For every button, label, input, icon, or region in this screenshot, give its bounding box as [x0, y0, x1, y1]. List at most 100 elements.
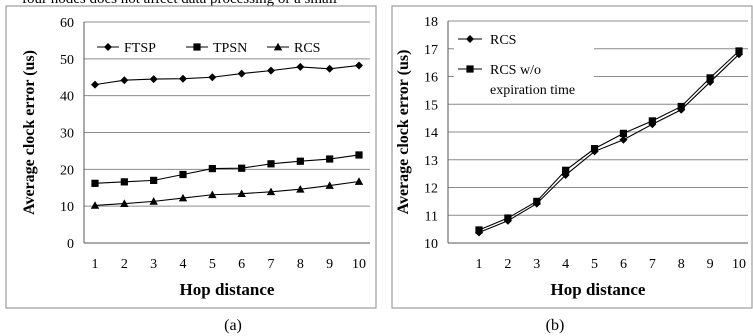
x-tick-label: 6	[238, 257, 245, 272]
panel-label: (a)	[224, 317, 242, 334]
data-point	[562, 166, 570, 174]
data-point	[619, 135, 628, 144]
y-tick-label: 0	[67, 237, 74, 252]
series-rcs-w-o-expiration-time	[475, 47, 743, 234]
x-tick-label: 8	[678, 257, 685, 272]
series-line	[94, 154, 360, 184]
data-point	[706, 74, 714, 82]
data-point	[266, 187, 276, 196]
x-axis-title: Hop distance	[180, 280, 275, 299]
legend-marker	[193, 43, 201, 51]
y-tick-label: 50	[60, 53, 74, 68]
data-point	[208, 73, 217, 82]
legend-label: TPSN	[213, 41, 247, 56]
y-tick-label: 16	[424, 71, 438, 86]
x-tick-label: 7	[268, 257, 275, 272]
data-point	[296, 185, 305, 193]
series-line	[94, 180, 360, 206]
data-point	[648, 117, 656, 125]
series-line	[478, 50, 740, 231]
series-line	[478, 53, 740, 233]
y-axis-title: Average clock error (us)	[395, 50, 412, 215]
legend-bg	[265, 39, 340, 55]
legend-marker	[104, 43, 112, 51]
series-rcs	[90, 177, 364, 209]
legend-label: expiration time	[490, 83, 575, 98]
data-point	[149, 197, 158, 205]
panel-label: (b)	[546, 317, 565, 334]
data-point	[267, 66, 275, 75]
data-point	[355, 151, 363, 159]
legend-marker	[466, 35, 474, 43]
data-point	[296, 157, 304, 165]
x-tick-label: 2	[121, 257, 128, 272]
data-point	[150, 176, 158, 184]
x-tick-label: 1	[92, 257, 99, 272]
data-point	[590, 145, 599, 153]
x-tick-label: 5	[591, 257, 598, 272]
data-point	[179, 170, 187, 179]
legend-label: RCS	[294, 41, 320, 56]
chart-panel-a: 0 10 20 30 40 50 60 1 2 3 4 5 6 7 8 9 10 Hop distance Aver…	[5, 5, 377, 334]
y-tick-label: 12	[424, 182, 438, 197]
data-point	[120, 178, 128, 186]
chart-frame	[391, 5, 753, 309]
series-tpsn	[91, 151, 363, 187]
data-point	[238, 164, 246, 172]
y-tick-label: 60	[60, 16, 74, 31]
x-tick-label: 1	[476, 257, 483, 272]
data-point	[619, 129, 628, 137]
y-tick-label: 15	[424, 98, 438, 113]
data-point	[237, 189, 246, 198]
y-tick-label: 11	[425, 209, 438, 224]
data-point	[354, 177, 364, 185]
data-point	[533, 197, 541, 205]
legend: FTSP TPSN RCS	[95, 39, 340, 56]
y-tick-label: 20	[60, 163, 74, 178]
y-tick-label: 30	[60, 127, 74, 142]
data-point	[149, 75, 158, 84]
legend-marker	[273, 42, 283, 51]
data-point	[179, 74, 187, 83]
data-point	[677, 102, 685, 111]
x-tick-label: 6	[620, 257, 627, 272]
series-line	[94, 64, 360, 86]
x-tick-label: 10	[732, 257, 746, 272]
legend-label: FTSP	[124, 41, 156, 56]
x-tick-label: 3	[533, 257, 540, 272]
data-point	[90, 201, 100, 209]
x-tick-label: 8	[297, 257, 304, 272]
x-tick-label: 5	[209, 257, 216, 272]
legend-label: RCS w/o	[490, 63, 541, 78]
data-point	[91, 179, 99, 187]
x-tick-label: 9	[326, 257, 333, 272]
data-point	[326, 155, 334, 163]
clipped-caption-text: four nodes does not affect data processi…	[22, 0, 337, 8]
data-point	[475, 226, 483, 234]
y-tick-label: 17	[424, 43, 438, 58]
x-tick-label: 4	[180, 257, 187, 272]
data-point	[325, 181, 334, 189]
x-tick-label: 7	[649, 257, 656, 272]
x-tick-label: 4	[562, 257, 569, 272]
data-point	[91, 80, 99, 89]
x-tick-label: 3	[150, 257, 157, 272]
data-point	[267, 160, 275, 168]
y-tick-label: 18	[424, 15, 438, 30]
y-tick-label: 13	[424, 154, 438, 169]
data-point	[504, 214, 512, 222]
y-tick-label: 10	[424, 237, 438, 252]
x-tick-label: 2	[504, 257, 511, 272]
legend-bg	[184, 39, 264, 55]
data-point	[296, 62, 305, 71]
legend: RCS RCS w/o expiration time	[454, 27, 594, 98]
data-point	[735, 47, 743, 55]
y-tick-label: 40	[60, 90, 74, 105]
data-point	[208, 190, 217, 199]
legend-label: RCS	[490, 33, 516, 48]
legend-bg	[95, 39, 175, 55]
data-point	[237, 69, 246, 78]
data-point	[355, 61, 363, 70]
